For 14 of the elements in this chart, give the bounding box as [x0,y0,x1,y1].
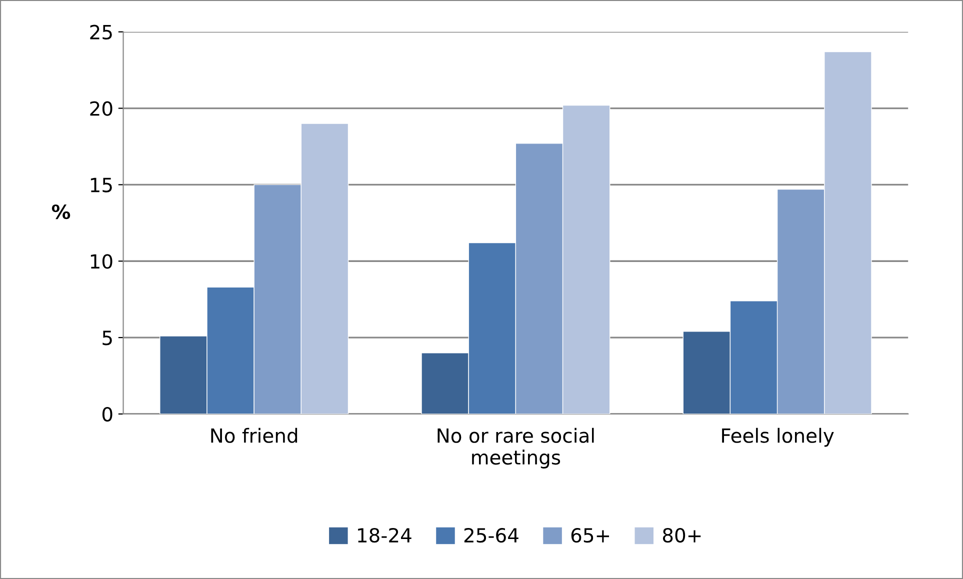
legend-label: 80+ [662,528,701,543]
y-tick-label: 20 [90,101,112,116]
y-tick-label: 10 [90,254,112,269]
y-tick-label: 25 [90,24,112,40]
legend-label: 18-24 [358,528,412,543]
legend-label: 65+ [571,528,610,543]
y-tick-label: 0 [102,406,112,422]
x-tick-label: Feels lonely [722,428,834,447]
y-tick-label: 5 [102,330,112,346]
x-tick-label: No friend [211,428,298,443]
y-axis-title: % [52,204,70,220]
y-tick-label: 15 [90,178,112,192]
legend-label: 25-64 [464,528,518,543]
x-tick-label: No or rare social meetings [438,428,594,468]
